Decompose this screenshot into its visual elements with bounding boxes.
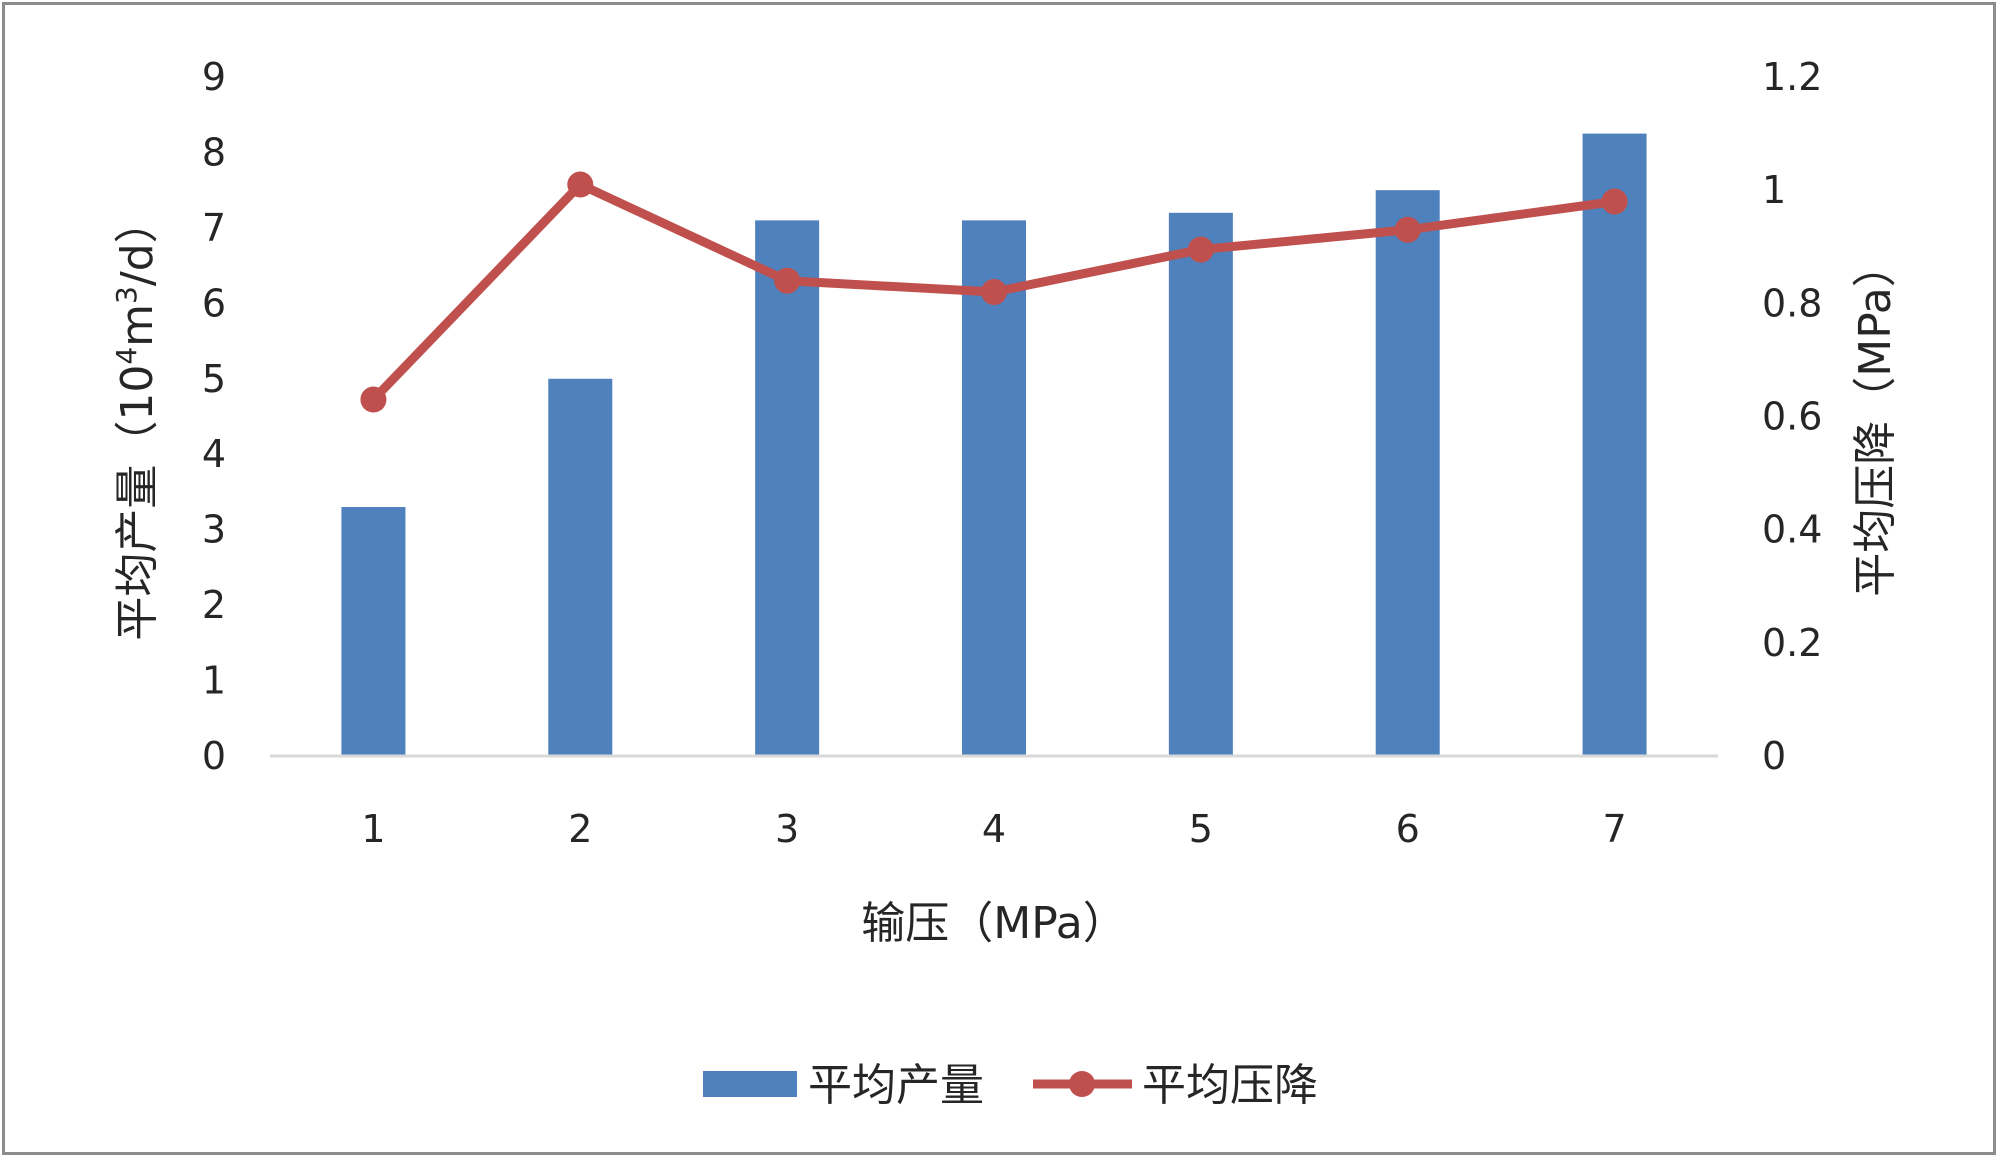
line-point: [1601, 188, 1628, 215]
line-point: [567, 171, 594, 198]
line-layer: [360, 171, 1628, 413]
y-tick-label: 5: [202, 357, 226, 401]
legend-label-line: 平均压降: [1142, 1060, 1318, 1111]
x-tick-label: 5: [1189, 807, 1213, 851]
x-tick-label: 4: [982, 807, 1006, 851]
bar: [548, 378, 613, 756]
bar: [1168, 212, 1233, 757]
y-tick-label: 7: [202, 206, 226, 250]
x-tick-label: 7: [1602, 807, 1626, 851]
y-axis-title: 平均产量（104m3/d）: [110, 199, 163, 640]
legend: 平均产量 平均压降: [703, 1060, 1318, 1111]
bar: [1375, 190, 1440, 756]
y-axis-ticks: 0 1 2 3 4 5 6 7 8 9: [202, 55, 226, 778]
bars-layer: [341, 133, 1647, 757]
line-point: [1187, 236, 1214, 263]
line-point: [360, 386, 387, 413]
y2-tick-label: 0.6: [1762, 395, 1822, 439]
bar: [1582, 133, 1647, 757]
y2-tick-label: 0: [1762, 734, 1786, 778]
x-axis-ticks: 1 2 3 4 5 6 7: [361, 807, 1626, 851]
line-point: [774, 267, 801, 294]
y-tick-label: 2: [202, 583, 226, 627]
y-tick-label: 1: [202, 659, 226, 703]
x-tick-label: 3: [775, 807, 799, 851]
y-tick-label: 0: [202, 734, 226, 778]
y2-axis-ticks: 0 0.2 0.4 0.6 0.8 1 1.2: [1762, 55, 1822, 778]
y-tick-label: 3: [202, 508, 226, 552]
x-tick-label: 2: [568, 807, 592, 851]
y2-tick-label: 1: [1762, 168, 1786, 212]
x-tick-label: 6: [1396, 807, 1420, 851]
y2-axis-title: 平均压降（MPa）: [1850, 243, 1901, 596]
y-tick-label: 9: [202, 55, 226, 99]
line-point: [981, 279, 1007, 306]
bar: [962, 220, 1026, 756]
x-axis-title: 输压（MPa）: [861, 898, 1126, 949]
bar: [755, 220, 820, 756]
y-tick-label: 6: [202, 281, 226, 325]
legend-label-bar: 平均产量: [808, 1060, 984, 1111]
y-tick-label: 8: [202, 130, 226, 174]
legend-swatch-bar: [703, 1071, 797, 1097]
x-tick-label: 1: [361, 807, 385, 851]
y2-tick-label: 0.2: [1762, 621, 1822, 665]
y2-tick-label: 0.4: [1762, 508, 1822, 552]
line-point: [1394, 216, 1421, 243]
y-tick-label: 4: [202, 432, 226, 476]
bar: [341, 507, 406, 756]
y2-tick-label: 1.2: [1762, 55, 1822, 99]
y2-tick-label: 0.8: [1762, 281, 1822, 325]
legend-swatch-marker: [1069, 1071, 1095, 1097]
